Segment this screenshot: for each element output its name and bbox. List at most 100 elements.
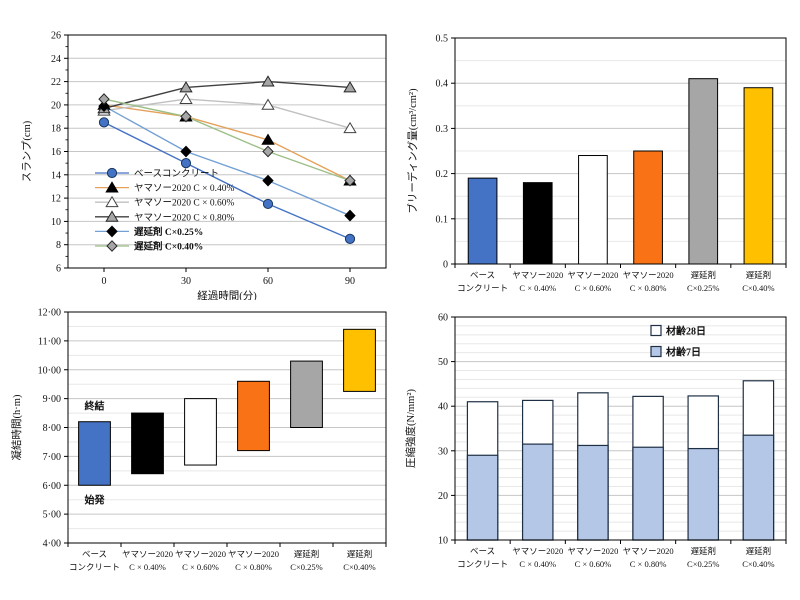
data-point-marker [344,209,356,222]
legend-swatch [650,345,662,358]
y-tick-label: 20 [438,491,448,502]
bar [743,87,774,265]
y-axis-title: 圧縮強度(N/mm²) [404,389,417,468]
series-line [103,98,351,182]
y-axis-title: 凝結時間(h·m) [10,394,23,460]
x-category-label: 遅延剤 [294,549,320,559]
y-axis-title: スランプ(cm) [21,120,33,182]
data-point-marker [179,92,193,104]
data-point-marker [262,145,274,158]
legend-label: ヤマソー2020 C × 0.40% [134,184,234,194]
bar-age-7d [577,444,609,541]
y-tick-label: 6·00 [43,481,61,492]
x-category-label: ヤマソー2020 [512,546,563,556]
y-tick-label: 60 [438,313,448,324]
y-tick-label: 20 [51,100,61,111]
legend-label: 遅延剤 C×0.40% [134,241,203,253]
y-tick-label: 0.1 [436,214,449,225]
bar-age-7d [742,434,775,541]
data-point-marker [180,158,192,169]
data-point-marker [261,75,275,87]
range-bar [184,398,217,466]
x-category-label: ベース [470,546,495,556]
x-category-label: C × 0.80% [630,283,667,293]
bar [522,182,553,265]
x-category-label: 遅延剤 [690,270,716,280]
data-point-marker [344,233,356,244]
bar [688,78,719,265]
y-tick-label: 30 [438,446,448,457]
setting-time-range-chart: 4·00 5·00 6·00 7·00 8·00 9·00 10·00 11·00 12·00 凝… [10,308,387,572]
x-tick-label: 60 [263,276,273,287]
y-tick-label: 8 [56,240,61,251]
range-bar [237,380,270,452]
data-point-marker [105,210,119,222]
x-category-label: C × 0.60% [182,562,219,572]
y-tick-label: 0.5 [436,34,449,45]
x-category-label: ベース [470,270,495,280]
y-tick-label: 8·00 [43,423,61,434]
data-point-marker [98,93,110,105]
x-category-label: コンクリート [457,559,508,569]
bar [467,177,498,265]
bar-age-7d [466,454,499,541]
x-category-label: 遅延剤 [746,270,772,280]
x-category-label: C×0.25% [290,562,322,572]
x-category-label: ヤマソー2020 [175,549,226,559]
y-tick-label: 11·00 [38,336,61,347]
legend-swatch [650,324,662,337]
y-tick-label: 6 [56,264,61,275]
data-point-marker [105,195,119,208]
y-tick-label: 10 [438,536,448,547]
data-point-marker [106,225,118,238]
legend-item: 材齢7日 [650,345,701,359]
x-category-label: 遅延剤 [347,549,373,559]
x-category-label: C×0.25% [687,283,719,293]
y-tick-label: 50 [438,357,448,368]
x-category-label: C × 0.40% [519,559,556,569]
bar-age-7d [632,446,664,541]
y-tick-label: 10·00 [38,365,61,376]
range-bar [131,412,164,475]
data-point-marker [344,174,356,187]
y-tick-label: 18 [51,124,61,135]
x-category-label: C × 0.60% [575,559,612,569]
y-tick-label: 14 [51,170,61,181]
range-bar [343,328,376,392]
y-tick-label: 0.2 [436,169,449,180]
x-category-label: ヤマソー2020 [512,270,563,280]
annotation-initial-set: 始発 [85,493,106,506]
x-category-label: ヤマソー2020 [228,549,279,559]
series-line [103,98,351,129]
series-line [103,104,351,182]
data-point-marker [98,117,110,128]
series-line [103,121,351,240]
legend-item: ベースコンクリート [95,167,219,180]
x-category-label: ヤマソー2020 [623,546,674,556]
bleeding-bar-chart: 0 0.1 0.2 0.3 0.4 0.5 ブリーディング量(cm³/cm²) ベースコンクリ… [406,34,787,293]
data-point-marker [261,133,275,145]
y-tick-label: 4·00 [43,539,61,550]
data-point-marker [106,167,118,179]
x-category-label: コンクリート [457,283,508,293]
x-category-label: C × 0.60% [575,283,612,293]
x-category-label: C×0.25% [687,559,719,569]
y-tick-label: 26 [51,31,61,42]
y-tick-label: 9·00 [43,394,61,405]
y-tick-label: 16 [51,147,61,158]
x-category-label: ベース [82,549,107,559]
x-axis-title: 経過時間(分) [197,289,257,300]
bar-age-7d [521,443,554,541]
compressive-strength-bar-chart: 102030405060圧縮強度(N/mm²)ベースコンクリートヤマソー2020… [404,313,787,569]
y-tick-label: 12·00 [38,308,61,319]
data-point-marker [343,81,357,93]
data-point-marker [343,121,357,134]
legend-label: 材齢28日 [666,325,706,338]
x-category-label: C × 0.80% [630,559,667,569]
y-axis-title: ブリーディング量(cm³/cm²) [406,88,419,214]
legend-item: 遅延剤 C×0.25% [95,225,203,238]
x-tick-label: 0 [102,276,107,287]
x-category-label: 遅延剤 [746,546,772,556]
legend-item: ヤマソー2020 C × 0.60% [95,195,234,209]
